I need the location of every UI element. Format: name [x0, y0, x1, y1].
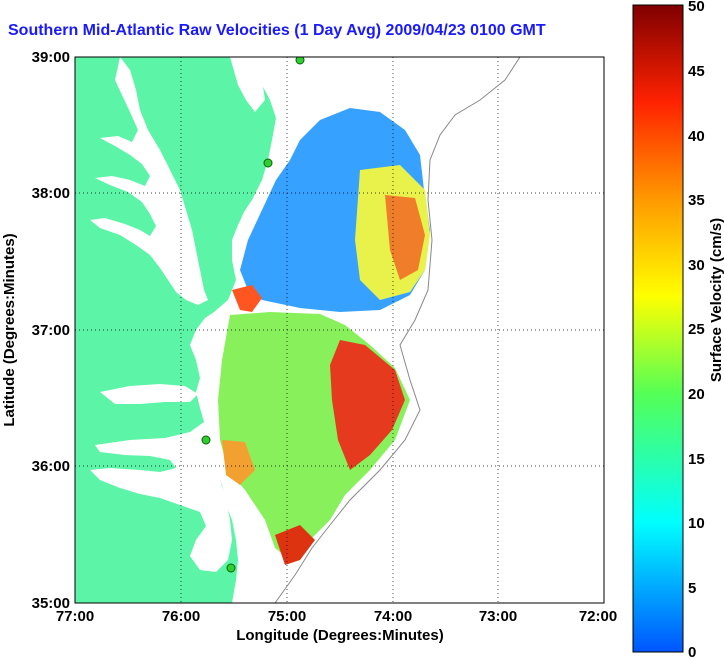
- velocity-region-cape-hotspot: [232, 285, 262, 312]
- bathymetry-contour: [274, 57, 521, 603]
- y-tick: 38:00: [32, 185, 70, 202]
- x-tick: 75:00: [268, 608, 306, 625]
- colorbar-tick: 15: [688, 451, 705, 468]
- velocity-region-south-west: [222, 440, 255, 485]
- colorbar-tick: 5: [688, 580, 696, 597]
- grid-lines: [75, 57, 604, 603]
- colorbar-label: Surface Velocity (cm/s): [708, 218, 724, 382]
- plot-frame: [74, 56, 605, 604]
- x-axis-ticks: 77:00 76:00 75:00 74:00 73:00 72:00: [56, 608, 617, 625]
- radar-site: [201, 435, 211, 445]
- delaware-bay: [230, 57, 265, 112]
- x-tick: 72:00: [579, 608, 617, 625]
- chesapeake-bay: [90, 57, 208, 305]
- y-tick: 37:00: [32, 322, 70, 339]
- colorbar-tick: 10: [688, 515, 705, 532]
- radar-site: [295, 57, 305, 65]
- velocity-region-south-hotspot: [330, 340, 405, 470]
- velocity-region-north-hotspot: [385, 195, 425, 280]
- colorbar-tick: 25: [688, 321, 705, 338]
- radar-site: [226, 563, 236, 573]
- albemarle-sound: [100, 384, 198, 404]
- pamlico-sound: [90, 422, 232, 572]
- map-title: Southern Mid-Atlantic Raw Velocities (1 …: [8, 22, 546, 39]
- x-tick: 76:00: [162, 608, 200, 625]
- y-axis-ticks: 39:00 38:00 37:00 36:00 35:00: [32, 49, 70, 612]
- x-tick: 77:00: [56, 608, 94, 625]
- velocity-region-south-tip: [275, 525, 315, 565]
- radar-sites: [201, 57, 305, 573]
- x-axis-label: Longitude (Degrees:Minutes): [236, 627, 444, 644]
- colorbar-tick: 50: [688, 0, 705, 15]
- radar-site: [263, 158, 273, 168]
- colorbar-tick: 35: [688, 192, 705, 209]
- y-tick: 36:00: [32, 458, 70, 475]
- x-tick: 73:00: [479, 608, 517, 625]
- colorbar-tick: 40: [688, 128, 705, 145]
- velocity-field: [218, 108, 430, 565]
- colorbar-tick: 30: [688, 257, 705, 274]
- colorbar-tick: 45: [688, 63, 705, 80]
- y-tick: 39:00: [32, 49, 70, 66]
- colorbar: [632, 4, 684, 653]
- colorbar-tick: 0: [688, 644, 696, 659]
- y-tick: 35:00: [32, 595, 70, 612]
- y-axis-label: Latitude (Degrees:Minutes): [1, 233, 18, 426]
- colorbar-ticks: 50 45 40 35 30 25 20 15 10 5 0: [688, 0, 705, 659]
- colorbar-tick: 20: [688, 386, 705, 403]
- x-tick: 74:00: [374, 608, 412, 625]
